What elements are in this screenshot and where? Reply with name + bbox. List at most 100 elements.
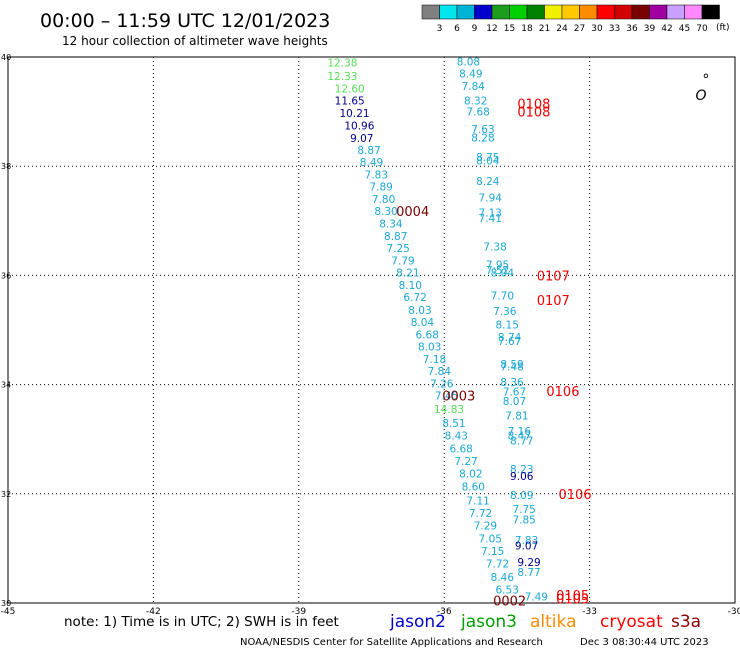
legend-swatch <box>456 4 475 20</box>
wave-height-label: 10.96 <box>344 120 374 132</box>
wave-height-label: 6.53 <box>496 584 519 596</box>
legend-swatch <box>439 4 458 20</box>
wave-height-label: 8.49 <box>459 68 482 80</box>
wave-height-label: 7.70 <box>491 291 514 303</box>
wave-height-label: 8.47 <box>508 430 531 442</box>
satellite-label-jason3: jason3 <box>460 612 517 632</box>
y-tick-label: 40 <box>1 53 11 62</box>
footer-note: note: 1) Time is in UTC; 2) SWH is in fe… <box>64 614 339 630</box>
wave-height-label: 7.29 <box>474 520 497 532</box>
grid-lines <box>7 56 736 604</box>
legend-swatch <box>561 4 580 20</box>
wave-height-label: 12.38 <box>327 57 357 69</box>
wave-height-label: 7.67 <box>498 336 521 348</box>
legend-unit: (ft) <box>716 23 730 33</box>
wave-height-label: 7.83 <box>365 169 388 181</box>
color-scale-legend: 3 6 9 12 15 18 21 24 27 30 33 36 39 42 45 70 <box>421 4 720 34</box>
y-tick-label: 32 <box>1 490 11 499</box>
wave-height-label: 8.23 <box>510 464 533 476</box>
track-time-label: 0002 <box>493 594 526 609</box>
track-time-label: 0108 <box>517 106 550 121</box>
legend-bin-label: 30 <box>591 24 603 34</box>
wave-height-label: 7.68 <box>466 107 489 119</box>
legend-swatch <box>474 4 493 20</box>
legend-swatch <box>509 4 528 20</box>
wave-height-label: 8.09 <box>510 490 533 502</box>
track-time-label: 0107 <box>537 269 570 284</box>
wave-height-label: 14.83 <box>434 404 464 416</box>
wave-height-label: 8.03 <box>408 305 431 317</box>
x-tick-label: -45 <box>1 607 16 617</box>
wave-height-label: 8.36 <box>500 377 524 389</box>
y-tick-label: 38 <box>1 162 11 171</box>
wave-height-label: 11.65 <box>335 96 365 108</box>
wave-height-label: 8.30 <box>374 206 397 218</box>
legend-swatch <box>666 4 685 20</box>
y-tick-label: 34 <box>1 381 11 390</box>
wave-height-label: 8.87 <box>384 231 407 243</box>
wave-height-label: 7.83 <box>515 535 538 547</box>
wave-height-label: 7.18 <box>423 354 446 366</box>
x-axis-ticks: -45 -42 -39 -36 -33 -30 <box>1 607 740 617</box>
wave-height-label: 7.13 <box>479 208 502 220</box>
legend-swatch <box>614 4 633 20</box>
wave-height-label: 12.33 <box>327 71 357 83</box>
wave-height-label: 7.79 <box>391 256 414 268</box>
x-tick-label: -42 <box>146 607 161 617</box>
wave-height-label: 7.45 <box>435 391 458 403</box>
wave-height-label: 10.21 <box>340 108 370 120</box>
wave-height-label: 8.28 <box>471 132 494 144</box>
wave-height-label: 8.34 <box>379 219 403 231</box>
wave-height-label: 6.72 <box>403 292 426 304</box>
wave-height-label: 7.95 <box>486 259 509 271</box>
legend-swatch <box>649 4 668 20</box>
wave-height-label: 7.75 <box>512 504 535 516</box>
wave-height-label: 7.27 <box>454 456 477 468</box>
satellite-label-cryosat: cryosat <box>600 612 663 632</box>
wave-height-label: 8.04 <box>491 268 515 280</box>
wave-height-label: 7.15 <box>481 546 504 558</box>
legend-swatch <box>421 4 440 20</box>
island-marker: O <box>696 88 707 104</box>
legend-bin-label: 33 <box>609 24 620 34</box>
wave-height-label: 7.11 <box>466 495 489 507</box>
wave-height-label: 8.10 <box>399 280 422 292</box>
wave-height-label: 7.38 <box>483 241 506 253</box>
island-marker: ° <box>702 72 709 88</box>
legend-bin-label: 21 <box>539 24 550 34</box>
wave-height-label: 6.68 <box>449 443 472 455</box>
wave-height-label: 8.32 <box>464 96 487 108</box>
legend-bin-label: 12 <box>486 24 497 34</box>
legend-bin-label: 24 <box>556 24 568 34</box>
track-time-label: 0106 <box>546 385 579 400</box>
legend-swatch <box>684 4 703 20</box>
wave-height-label: 8.46 <box>491 572 515 584</box>
track-time-label: 0105 <box>556 593 589 608</box>
wave-height-label: 8.77 <box>517 567 540 579</box>
footer-credit: NOAA/NESDIS Center for Satellite Applica… <box>240 637 543 648</box>
wave-height-label: 7.41 <box>479 213 502 225</box>
track-time-label: 0105 <box>556 589 589 604</box>
satellite-label-altika: altika <box>530 612 577 632</box>
wave-height-label: 9.07 <box>515 541 538 553</box>
legend-bin-label: 36 <box>626 24 638 34</box>
wave-height-label: 8.87 <box>357 145 380 157</box>
legend-bin-label: 15 <box>504 24 515 34</box>
legend-swatch <box>596 4 615 20</box>
wave-height-label: 8.24 <box>476 176 500 188</box>
legend-bin-label: 27 <box>574 24 585 34</box>
wave-height-label: 7.05 <box>479 534 502 546</box>
legend-swatch <box>526 4 545 20</box>
wave-height-label: 7.49 <box>525 591 548 603</box>
wave-height-label: 8.49 <box>360 157 383 169</box>
legend-bin-label: 42 <box>661 24 672 34</box>
legend-bin-label: 6 <box>454 24 460 34</box>
wave-height-label: 7.26 <box>430 379 454 391</box>
wave-height-label: 8.60 <box>462 482 485 494</box>
wave-height-label: 7.80 <box>372 194 395 206</box>
x-tick-label: -36 <box>437 607 452 617</box>
wave-height-label: 8.03 <box>418 341 441 353</box>
wave-height-label: 7.25 <box>386 243 409 255</box>
wave-height-label: 9.06 <box>510 471 534 483</box>
